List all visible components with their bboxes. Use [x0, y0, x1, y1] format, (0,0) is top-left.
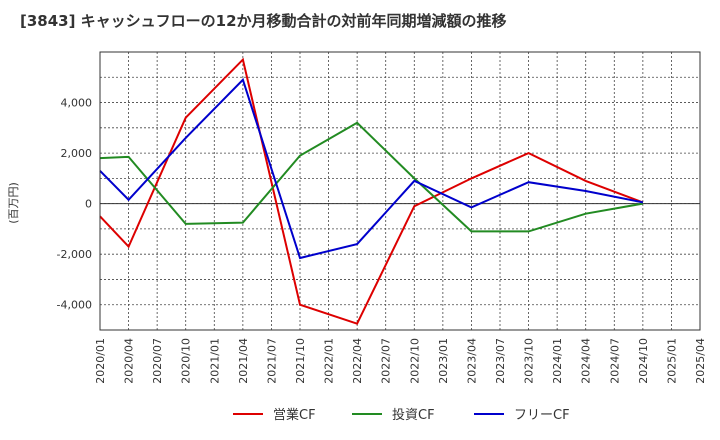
chart-title: [3843] キャッシュフローの12か月移動合計の対前年同期増減額の推移 [20, 12, 507, 30]
x-tick-label: 2024/01 [551, 338, 564, 384]
x-tick-label: 2024/04 [580, 338, 593, 384]
legend-label-2: フリーCF [514, 408, 570, 423]
x-tick-label: 2021/07 [265, 338, 278, 384]
x-tick-label: 2023/01 [437, 338, 450, 384]
series-group [99, 57, 644, 325]
y-tick-label: 0 [85, 198, 92, 211]
plot-border [99, 51, 701, 331]
y-axis-label: (百万円) [7, 182, 20, 224]
y-tick-label: 2,000 [61, 147, 93, 160]
y-tick-label: -4,000 [57, 299, 92, 312]
x-tick-label: 2022/04 [351, 338, 364, 384]
series-line-2 [99, 77, 644, 260]
legend-label-0: 営業CF [273, 407, 316, 423]
x-tick-label: 2023/04 [465, 338, 478, 384]
x-tick-label: 2023/07 [494, 338, 507, 384]
x-tick-label: 2024/10 [637, 338, 650, 384]
plot-area [100, 52, 700, 330]
x-tick-label: 2020/01 [94, 338, 107, 384]
x-tick-label: 2025/04 [694, 338, 707, 384]
x-tick-label: 2024/07 [608, 338, 621, 384]
legend: 営業CF 投資CF フリーCF [233, 407, 570, 423]
x-axis: 2020/01 2020/04 2020/07 2020/10 2021/01 2021/… [94, 338, 707, 384]
x-tick-label: 2021/10 [294, 338, 307, 384]
x-tick-label: 2023/10 [523, 338, 536, 384]
series-line-1 [99, 121, 644, 233]
x-tick-label: 2021/04 [237, 338, 250, 384]
x-tick-label: 2020/04 [123, 338, 136, 384]
x-tick-label: 2021/01 [208, 338, 221, 384]
series-line-0 [99, 57, 644, 325]
x-tick-label: 2020/07 [151, 338, 164, 384]
x-tick-label: 2020/10 [180, 338, 193, 384]
x-tick-label: 2022/10 [408, 338, 421, 384]
x-tick-label: 2022/07 [380, 338, 393, 384]
y-axis: -4,000 -2,000 0 2,000 4,000 [57, 97, 92, 312]
x-tick-label: 2025/01 [665, 338, 678, 384]
x-tick-label: 2022/01 [323, 338, 336, 384]
legend-label-1: 投資CF [392, 407, 435, 423]
y-tick-label: 4,000 [61, 97, 93, 110]
y-tick-label: -2,000 [57, 248, 92, 261]
